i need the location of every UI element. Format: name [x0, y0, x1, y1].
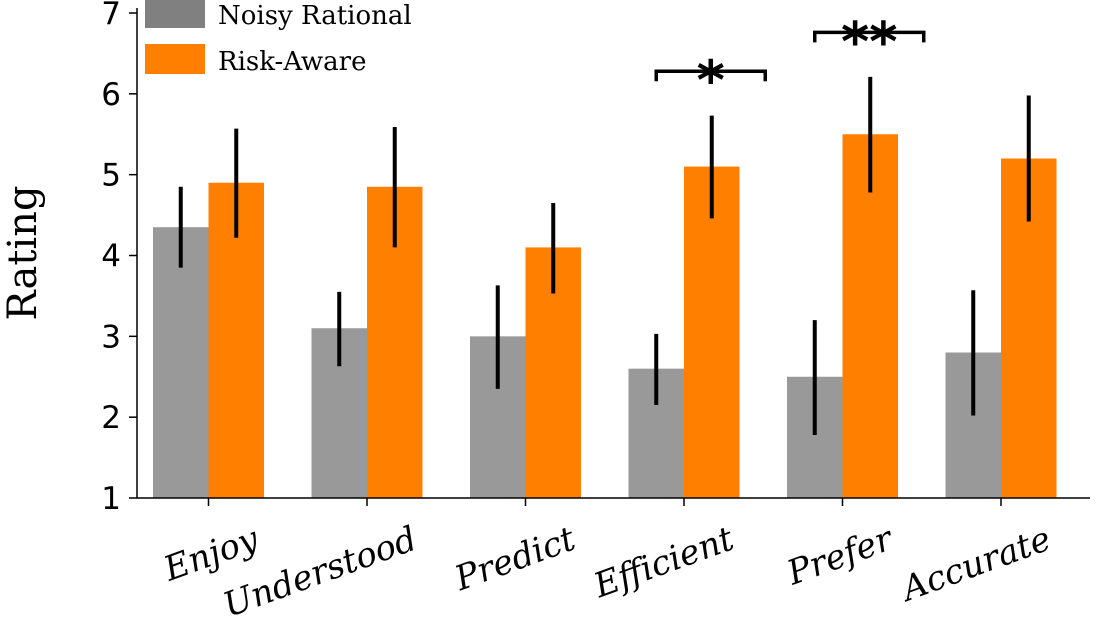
- x-tick-label-accurate: Accurate: [894, 519, 1056, 611]
- bar-noisy-rational-enjoy: [153, 227, 209, 499]
- x-tick-label-efficient: Efficient: [588, 519, 740, 607]
- bars-layer: [153, 134, 1057, 499]
- legend: Noisy Rational Risk-Aware: [145, 0, 412, 77]
- y-tick-label: 4: [101, 239, 121, 275]
- significance-marker: **: [841, 10, 897, 73]
- legend-label-risk-aware: Risk-Aware: [218, 47, 367, 77]
- y-tick-label: 2: [101, 400, 121, 436]
- legend-swatch-noisy-rational: [145, 0, 205, 28]
- bar-risk-aware-prefer: [842, 134, 898, 498]
- bar-risk-aware-efficient: [684, 166, 740, 499]
- error-bars-layer: [178, 76, 1031, 435]
- legend-label-noisy-rational: Noisy Rational: [218, 1, 412, 31]
- y-axis-title: Rating: [0, 185, 46, 320]
- y-tick-label: 1: [101, 481, 121, 517]
- significance-bracket: [654, 69, 767, 82]
- y-tick-label: 3: [101, 319, 121, 355]
- y-tick-label: 6: [101, 77, 121, 113]
- x-tick-label-prefer: Prefer: [781, 518, 899, 594]
- x-tick-label-predict: Predict: [449, 519, 581, 600]
- significance-bracket: [813, 30, 926, 43]
- significance-marker: *: [697, 49, 725, 112]
- significance-layer: ***: [654, 10, 926, 112]
- y-ticks: 1 2 3 4 5 6 7: [101, 0, 137, 517]
- y-tick-label: 7: [101, 0, 121, 32]
- y-tick-label: 5: [101, 158, 121, 194]
- legend-swatch-risk-aware: [145, 44, 205, 74]
